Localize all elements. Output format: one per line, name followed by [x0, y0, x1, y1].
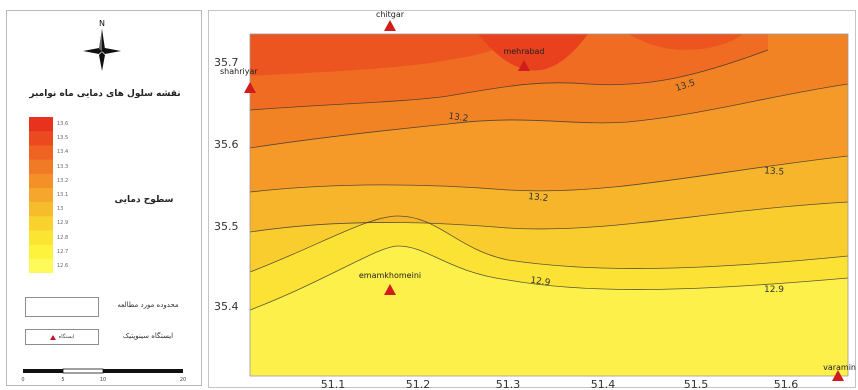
station-name-label: chitgar — [376, 10, 405, 19]
y-tick-label: 35.6 — [214, 138, 239, 151]
contour-line — [250, 155, 848, 193]
color-ramp-label: 12.7 — [57, 248, 69, 255]
scale-bar: 0 5 10 20 — [21, 368, 186, 383]
contour-line — [250, 83, 848, 149]
color-ramp-label: 13.1 — [57, 192, 69, 198]
color-ramp — [29, 117, 53, 273]
contour-value-label: 12.9 — [764, 285, 784, 295]
contour-value-label: 12.9 — [530, 276, 552, 289]
map-frame — [208, 10, 856, 388]
color-ramp-label: 12.6 — [57, 262, 69, 269]
station-swatch: ایستگاه — [25, 329, 99, 345]
color-ramp-swatch — [29, 202, 53, 217]
station-name-label: emamkhomeini — [359, 271, 421, 280]
station-marker-icon[interactable] — [518, 60, 530, 71]
station-name-label: shahriyar — [220, 67, 258, 76]
color-ramp-label: 13.6 — [57, 121, 69, 128]
color-ramp-swatch — [29, 159, 53, 175]
color-ramp-swatch — [29, 244, 53, 260]
color-ramp-swatch — [29, 230, 53, 246]
color-ramp-labels: 13.6 13.5 13.4 13.3 13.2 13.1 13 12.9 12.8 12.7 12… — [57, 117, 97, 273]
x-tick-label: 51.3 — [496, 378, 521, 388]
north-label: N — [99, 19, 105, 28]
color-ramp-label: 13.3 — [57, 163, 69, 170]
x-tick-label: 51.5 — [684, 378, 709, 388]
contour-line — [250, 245, 848, 311]
color-ramp-swatch — [29, 117, 53, 132]
color-ramp-label: 13.2 — [57, 177, 69, 184]
scale-tick-label: 10 — [100, 377, 106, 383]
y-tick-label: 35.4 — [214, 300, 239, 313]
color-ramp-caption: سطوح دمایی — [114, 195, 174, 205]
contour-line — [250, 215, 848, 273]
color-ramp-label: 12.9 — [57, 220, 69, 227]
contour-band — [250, 34, 743, 76]
color-ramp-label: 12.8 — [57, 234, 69, 241]
contour-band — [478, 34, 588, 71]
contour-value-label: 13.2 — [528, 192, 549, 204]
station-swatch-text: ایستگاه — [58, 334, 75, 340]
color-ramp-swatch — [29, 173, 53, 189]
study-area-swatch — [25, 297, 99, 317]
plot-border — [249, 33, 849, 377]
x-tick-label: 51.1 — [321, 378, 346, 388]
x-tick-label: 51.4 — [591, 378, 616, 388]
station-name-label: varamin — [823, 363, 856, 372]
north-arrow-icon: N — [83, 19, 121, 71]
study-area-label: محدوده مورد مطالعه — [117, 301, 179, 309]
color-ramp-swatch — [29, 258, 53, 273]
contour-value-label: 13.2 — [448, 112, 469, 125]
color-ramp-swatch — [29, 145, 53, 161]
color-ramp-label: 13.5 — [57, 135, 69, 142]
legend-title: نقشه سلول های دمایی ماه نوامبر — [29, 89, 181, 99]
scale-tick-label: 5 — [61, 377, 64, 383]
x-tick-label: 51.2 — [406, 378, 431, 388]
station-label: ایستگاه سینوپتیک — [122, 332, 174, 340]
contour-value-label: 13.5 — [764, 166, 785, 177]
station-marker-icon[interactable] — [384, 284, 396, 295]
station-triangle-icon — [49, 334, 56, 340]
station-marker-icon[interactable] — [244, 82, 256, 93]
color-ramp-swatch — [29, 187, 53, 203]
scale-tick-label: 0 — [21, 377, 24, 383]
color-ramp-swatch — [29, 216, 53, 231]
scale-tick-label: 20 — [180, 377, 186, 383]
station-marker-icon[interactable] — [832, 370, 844, 381]
y-tick-label: 35.5 — [214, 220, 239, 233]
legend-panel: N نقشه سلول های دمایی ماه نوامبر 13.6 13.… — [6, 10, 202, 386]
color-ramp-label: 13.4 — [57, 149, 69, 156]
x-tick-label: 51.6 — [774, 378, 799, 388]
contour-line — [250, 49, 769, 111]
color-ramp-swatch — [29, 131, 53, 146]
color-ramp-label: 13 — [57, 206, 64, 213]
temperature-contour-map: 13.513.213.513.212.912.9 51.1 51.2 51.3 51.… — [214, 10, 856, 388]
contour-line — [250, 201, 848, 233]
station-marker-icon[interactable] — [384, 20, 396, 31]
y-tick-label: 35.7 — [214, 56, 239, 69]
station-name-label: mehrabad — [503, 47, 544, 56]
